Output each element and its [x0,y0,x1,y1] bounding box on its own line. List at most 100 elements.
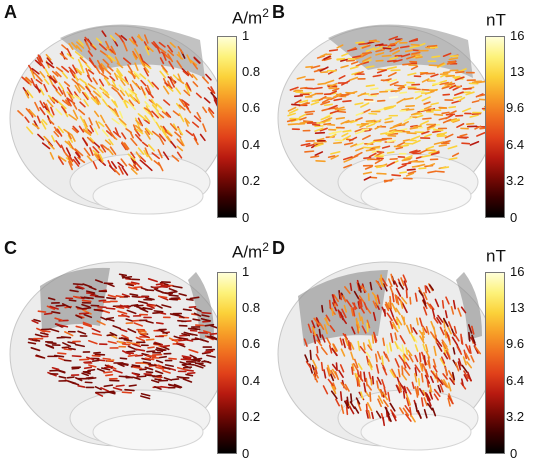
arrow-glyph [92,161,98,170]
arrow-glyph [442,52,452,58]
arrow-glyph [328,87,338,90]
arrow-glyph [97,121,105,128]
arrow-glyph [158,41,166,48]
arrow-glyph [120,79,126,86]
arrow-glyph [452,347,456,355]
arrow-glyph [145,320,154,324]
arrow-glyph [143,118,150,125]
arrow-glyph [414,292,418,302]
arrow-glyph [45,103,50,113]
arrow-glyph [101,144,109,151]
arrow-glyph [51,96,59,104]
arrow-glyph [61,106,67,114]
arrow-glyph [129,131,134,139]
arrow-glyph [447,321,453,329]
arrow-glyph [447,382,452,392]
arrow-glyph [62,342,72,348]
arrow-glyph [176,60,183,69]
arrow-glyph [46,110,54,118]
colorbar-tick: 13 [510,64,525,79]
arrow-glyph [362,51,373,55]
arrow-glyph [133,70,141,78]
arrow-glyph [126,309,137,315]
arrow-glyph [90,96,99,105]
arrow-glyph [78,108,86,116]
arrow-glyph [435,338,443,347]
arrow-glyph [405,413,412,422]
arrow-glyph [40,120,47,130]
arrow-glyph [155,304,163,309]
colorbar-tick: 13 [510,300,525,315]
arrow-glyph [115,295,125,298]
arrow-glyph [183,356,192,360]
arrow-glyph [202,330,211,334]
arrow-glyph [401,373,408,381]
arrow-glyph [178,112,185,123]
arrow-glyph [38,55,44,63]
arrow-glyph [47,94,56,103]
arrow-glyph [55,108,63,116]
arrow-glyph [372,74,382,78]
arrow-glyph [74,51,84,59]
arrow-glyph [415,56,423,59]
arrow-glyph [428,150,437,154]
arrow-glyph [326,367,331,377]
arrow-glyph [83,296,94,300]
arrow-glyph [299,116,307,121]
arrow-glyph [414,373,418,383]
arrow-glyph [207,86,214,94]
arrow-glyph [140,395,151,400]
arrow-glyph [353,290,360,300]
arrow-glyph [457,361,462,371]
arrow-glyph [25,107,33,116]
arrow-glyph [375,280,381,287]
arrow-glyph [63,81,71,87]
arrow-glyph [121,334,129,339]
arrow-glyph [401,158,411,162]
arrow-glyph [94,385,102,391]
arrow-glyph [132,366,143,370]
arrow-glyph [461,142,471,145]
arrow-glyph [37,54,42,62]
arrow-glyph [397,381,402,391]
arrow-glyph [314,127,324,132]
arrow-glyph [144,101,150,108]
arrow-glyph [26,126,34,135]
colorbar-tick: 0.4 [242,137,261,152]
arrow-glyph [93,141,101,148]
arrow-glyph [192,81,199,88]
arrow-glyph [157,148,163,159]
arrow-glyph [172,285,183,289]
arrow-glyph [426,302,432,310]
arrow-glyph [74,343,86,348]
arrow-glyph [331,363,338,371]
arrow-glyph [87,83,97,90]
arrow-glyph [452,299,456,310]
arrow-glyph [71,355,82,358]
arrow-glyph [405,104,415,108]
arrow-glyph [430,88,438,92]
arrow-glyph [45,53,52,61]
panel-label-a: A [4,2,17,22]
arrow-glyph [460,382,467,390]
arrow-glyph [95,37,103,44]
arrow-glyph [108,138,114,146]
arrow-glyph [299,86,308,90]
arrow-glyph [388,96,399,99]
colorbar-unit-b: nT [486,10,506,30]
arrow-glyph [206,354,216,358]
arrow-glyph [199,338,209,343]
arrow-glyph [128,102,136,111]
arrow-glyph [94,279,104,284]
arrow-glyph [77,58,83,68]
arrow-glyph [175,87,182,95]
arrow-glyph [85,41,91,51]
arrow-glyph [313,369,319,379]
arrow-glyph [367,344,373,351]
arrow-glyph [404,405,411,413]
arrow-glyph [106,359,115,362]
arrow-glyph [318,328,322,338]
arrow-glyph [155,366,165,370]
colorbar-tick: 0.6 [242,100,261,115]
arrow-glyph [106,318,115,322]
